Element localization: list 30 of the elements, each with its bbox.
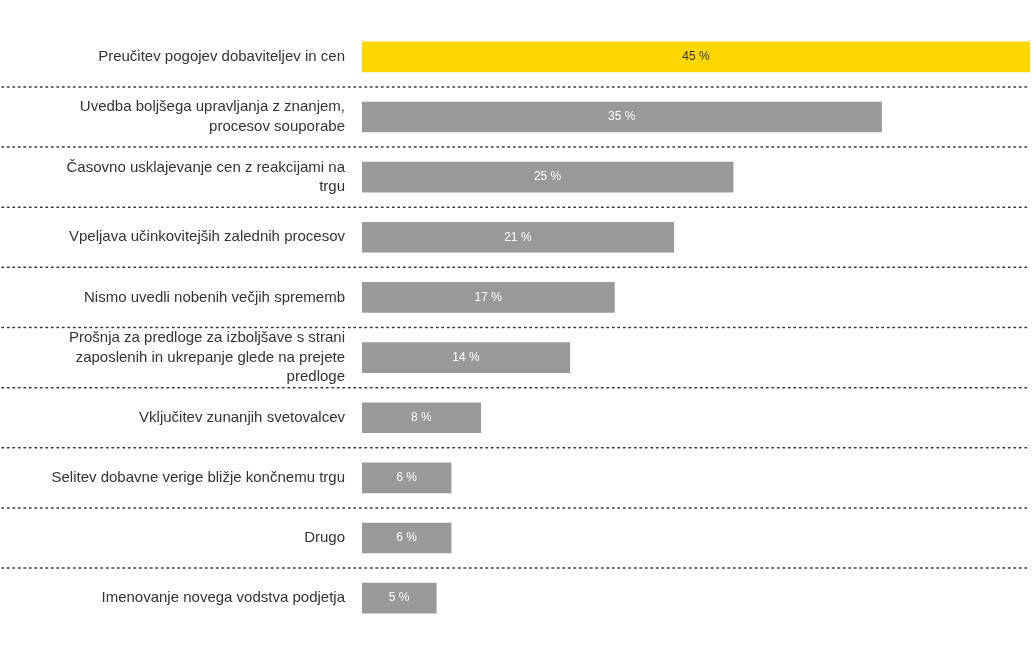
- data-label: 45 %: [682, 49, 710, 64]
- y-tick-label: Imenovanje novega vodstva podjetja: [101, 588, 346, 606]
- bar: [362, 522, 452, 554]
- y-tick-label: Selitev dobavne verige bližje končnemu trgu: [51, 468, 345, 486]
- data-label: 17 %: [474, 289, 503, 304]
- bar: [362, 161, 734, 193]
- data-label: 6 %: [396, 530, 418, 545]
- data-label: 6 %: [396, 470, 418, 485]
- y-tick-label: Nismo uvedli nobenih večjih sprememb: [84, 287, 345, 305]
- y-tick-label: Uvedba boljšega upravljanja z znanjem, procesov souporabe: [79, 97, 345, 134]
- y-tick-label: Časovno usklajevanje cen z reakcijami na trgu: [66, 157, 346, 195]
- y-tick-label: Vključitev zunanjih svetovalcev: [139, 407, 346, 425]
- y-tick-label: Preučitev pogojev dobaviteljev in cen: [98, 46, 345, 64]
- bar: [362, 582, 437, 614]
- y-tick-label: Vpeljava učinkovitejših zalednih procesov: [69, 227, 346, 245]
- bar: [362, 101, 882, 133]
- bar: [362, 342, 571, 373]
- data-label: 25 %: [533, 169, 562, 184]
- data-label: 21 %: [504, 229, 532, 244]
- data-label: 5 %: [388, 590, 410, 605]
- bar: [362, 41, 1030, 73]
- data-label: 8 %: [411, 410, 433, 425]
- bar: [362, 221, 675, 253]
- y-tick-label: Prošnja za predloge za izboljšave s strani zaposlenih in ukrepanje glede na prejete predloge: [69, 328, 345, 385]
- bar: [362, 282, 615, 313]
- bar: [362, 462, 452, 494]
- bar: [362, 402, 482, 434]
- data-label: 35 %: [608, 109, 636, 124]
- y-tick-label: Drugo: [304, 528, 345, 546]
- data-label: 14 %: [452, 349, 480, 364]
